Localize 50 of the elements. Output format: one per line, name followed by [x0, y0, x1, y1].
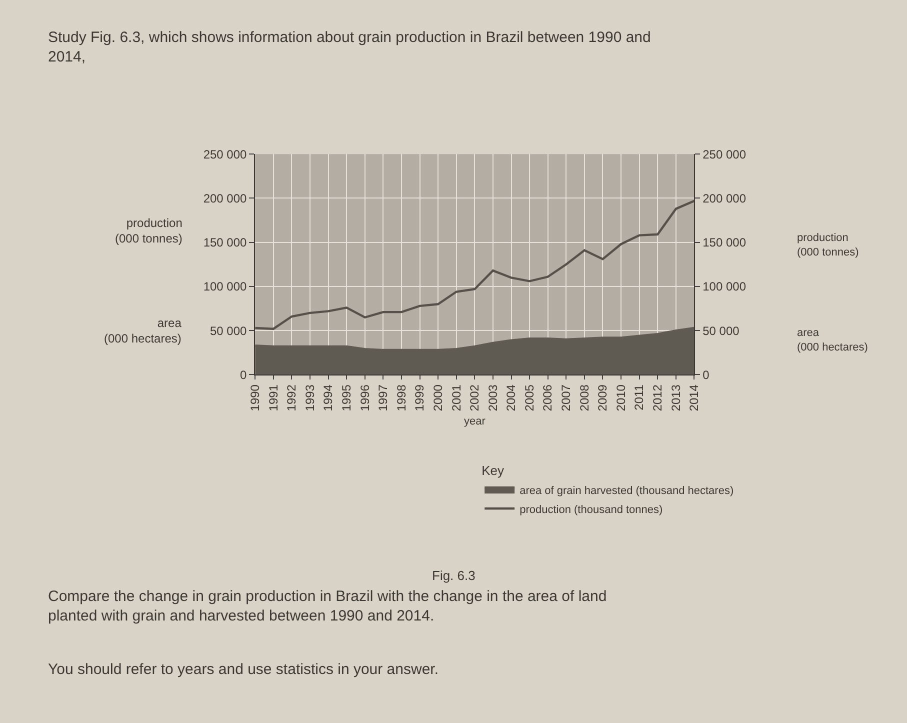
- caption: Fig. 6.3: [432, 568, 476, 583]
- y-tick-label: 0: [240, 368, 248, 382]
- x-tick-label: 2001: [449, 384, 464, 412]
- x-tick-label: 1998: [394, 384, 408, 412]
- y-tick-label: 150 000: [203, 236, 248, 250]
- y-tick-label: 200 000: [203, 191, 248, 206]
- y-tick-label: 50 000: [210, 324, 248, 338]
- x-tick-label: 1994: [321, 384, 336, 412]
- x-tick-label: 2000: [430, 384, 445, 412]
- x-tick-label: 2010: [614, 384, 628, 412]
- text: area (000 hectares): [797, 327, 868, 354]
- legend-label: production (thousand tonnes): [520, 504, 663, 516]
- text: You should refer to years and use statistics in your answer.: [48, 661, 438, 678]
- x-tick-label: 1993: [302, 384, 317, 412]
- x-tick-label: 2014: [687, 384, 702, 412]
- y2-axis-title: production (000 tonnes): [797, 232, 859, 258]
- legend-label: area of grain harvested (thousand hectares): [520, 484, 734, 497]
- y2-tick-label: 250 000: [702, 147, 746, 162]
- x-tick-label: 2006: [540, 384, 555, 412]
- y2-tick-label: 0: [702, 368, 710, 382]
- y2-tick-label: 150 000: [702, 236, 746, 250]
- x-tick-label: 1999: [412, 384, 427, 412]
- x-tick-label: 2003: [486, 384, 500, 412]
- x-tick-label: 1996: [358, 384, 372, 412]
- x-tick-label: 1992: [284, 384, 299, 412]
- y-tick-label: 250 000: [203, 147, 248, 162]
- x-tick-label: 1997: [376, 384, 390, 412]
- x-tick-label: 2008: [577, 384, 592, 412]
- legend-title: Key: [482, 462, 504, 478]
- text: area (000 hectares): [104, 316, 182, 346]
- x-tick-label: 1991: [266, 384, 280, 412]
- x-axis-title: year: [464, 415, 486, 428]
- x-tick-label: 1995: [339, 384, 354, 412]
- y2-tick-label: 200 000: [702, 191, 746, 206]
- x-tick-label: 2002: [468, 384, 482, 412]
- chart-title: Study Fig. 6.3, which shows information about grain production in Brazil between 1990 and 2014,: [48, 29, 651, 66]
- y2-tick-label: 50 000: [702, 324, 740, 338]
- y-axis-title: production (000 tonnes): [115, 216, 182, 246]
- x-tick-label: 2011: [632, 384, 646, 410]
- x-tick-label: 1990: [248, 384, 262, 412]
- x-tick-label: 2009: [596, 384, 610, 412]
- x-tick-label: 2012: [650, 384, 665, 412]
- text: Compare the change in grain production in Brazil with the change in the area of land planted with grain and harvested between 1990 and 2014.: [48, 588, 607, 624]
- x-tick-label: 2005: [522, 384, 536, 412]
- line-series: [255, 200, 694, 330]
- y-tick-label: 100 000: [203, 280, 248, 294]
- x-tick-label: 2007: [559, 384, 574, 412]
- x-tick-label: 2013: [668, 384, 683, 412]
- y2-tick-label: 100 000: [702, 280, 746, 294]
- x-tick-label: 2004: [504, 384, 518, 412]
